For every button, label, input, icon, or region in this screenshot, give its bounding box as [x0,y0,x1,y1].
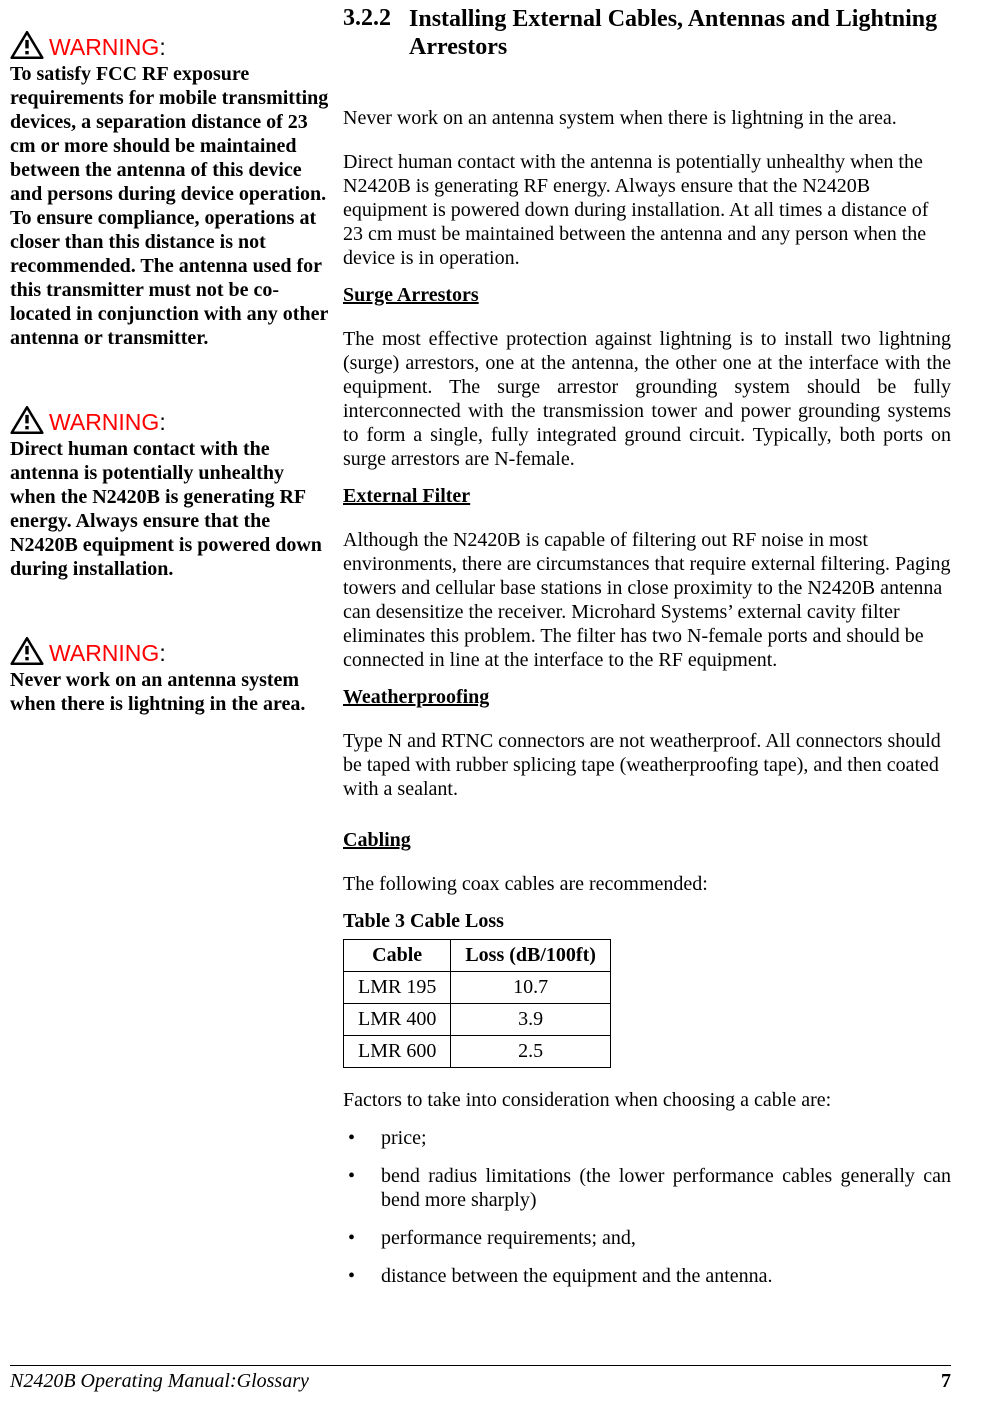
table-cell: 10.7 [451,972,611,1004]
list-item: price; [343,1126,951,1150]
table-cell: LMR 600 [344,1036,451,1068]
warning-colon: : [159,640,165,666]
paragraph: Direct human contact with the antenna is… [343,150,951,270]
warning-colon: : [159,409,165,435]
document-page: WARNING: To satisfy FCC RF exposure requ… [0,0,981,1418]
subheading-weatherproof: Weatherproofing [343,686,951,709]
table-caption: Table 3 Cable Loss [343,910,951,933]
table-row: LMR 195 10.7 [344,972,611,1004]
paragraph: Never work on an antenna system when the… [343,106,951,130]
paragraph: Factors to take into consideration when … [343,1088,951,1112]
table-header-cell: Loss (dB/100ft) [451,940,611,972]
warning-colon: : [159,34,165,60]
warning-word: WARNING [49,409,159,435]
table-header-row: Cable Loss (dB/100ft) [344,940,611,972]
warning-text: Direct human contact with the antenna is… [10,437,331,581]
footer-row: N2420B Operating Manual:Glossary 7 [10,1370,951,1393]
table-cell: LMR 400 [344,1004,451,1036]
warning-triangle-icon [10,636,44,666]
main-content: 3.2.2 Installing External Cables, Antenn… [343,5,951,1302]
list-item: performance requirements; and, [343,1226,951,1250]
warning-word: WARNING [49,640,159,666]
warning-label: WARNING: [10,30,331,60]
table-row: LMR 400 3.9 [344,1004,611,1036]
warning-block: WARNING: To satisfy FCC RF exposure requ… [10,30,331,350]
footer-page-number: 7 [941,1370,951,1393]
section-title: Installing External Cables, Antennas and… [409,5,951,61]
paragraph: Although the N2420B is capable of filter… [343,528,951,672]
paragraph: The following coax cables are recommende… [343,872,951,896]
subheading-filter: External Filter [343,485,951,508]
warning-word: WARNING [49,34,159,60]
sidebar-warnings: WARNING: To satisfy FCC RF exposure requ… [10,5,343,1302]
section-heading: 3.2.2 Installing External Cables, Antenn… [343,5,951,61]
cable-loss-table: Cable Loss (dB/100ft) LMR 195 10.7 LMR 4… [343,939,611,1068]
subheading-surge: Surge Arrestors [343,284,951,307]
warning-block: WARNING: Never work on an antenna system… [10,636,331,716]
list-item: distance between the equipment and the a… [343,1264,951,1288]
warning-text: To satisfy FCC RF exposure requirements … [10,62,331,350]
section-number: 3.2.2 [343,5,409,32]
warning-triangle-icon [10,405,44,435]
paragraph: Type N and RTNC connectors are not weath… [343,729,951,801]
warning-label: WARNING: [10,636,331,666]
factors-list: price; bend radius limitations (the lowe… [343,1126,951,1288]
warning-block: WARNING: Direct human contact with the a… [10,405,331,581]
subheading-cabling: Cabling [343,829,951,852]
paragraph: The most effective protection against li… [343,327,951,471]
footer-manual-title: N2420B Operating Manual:Glossary [10,1370,309,1393]
warning-label: WARNING: [10,405,331,435]
warning-text: Never work on an antenna system when the… [10,668,331,716]
table-cell: 3.9 [451,1004,611,1036]
page-footer: N2420B Operating Manual:Glossary 7 [10,1365,951,1393]
two-column-layout: WARNING: To satisfy FCC RF exposure requ… [10,5,951,1302]
table-row: LMR 600 2.5 [344,1036,611,1068]
table-header-cell: Cable [344,940,451,972]
footer-rule [10,1365,951,1366]
list-item: bend radius limitations (the lower perfo… [343,1164,951,1212]
table-cell: LMR 195 [344,972,451,1004]
table-cell: 2.5 [451,1036,611,1068]
warning-triangle-icon [10,30,44,60]
